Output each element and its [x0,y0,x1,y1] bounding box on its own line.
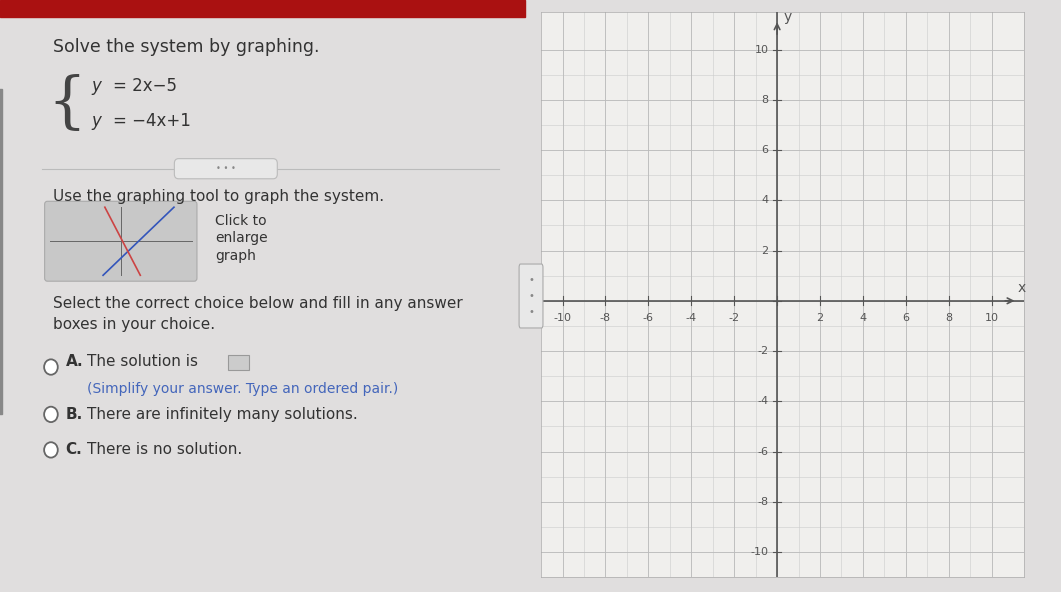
Text: 4: 4 [859,313,867,323]
Text: -2: -2 [729,313,740,323]
Text: = 2x−5: = 2x−5 [112,77,177,95]
Text: -4: -4 [758,396,768,406]
Text: -6: -6 [758,446,768,456]
Text: C.: C. [66,442,83,458]
Text: y: y [784,10,792,24]
Text: 4: 4 [762,195,768,205]
Text: The solution is: The solution is [87,353,197,369]
Text: Select the correct choice below and fill in any answer: Select the correct choice below and fill… [53,296,463,311]
Text: • • •: • • • [215,164,236,173]
Text: y: y [92,77,102,95]
Text: Solve the system by graphing.: Solve the system by graphing. [53,38,319,56]
Text: boxes in your choice.: boxes in your choice. [53,317,214,332]
Circle shape [45,442,57,458]
Text: B.: B. [66,407,83,422]
Text: 8: 8 [762,95,768,105]
Text: 2: 2 [762,246,768,256]
Text: {: { [48,73,86,134]
Text: (Simplify your answer. Type an ordered pair.): (Simplify your answer. Type an ordered p… [87,382,398,396]
FancyBboxPatch shape [45,201,197,281]
Bar [0,0,525,17]
Text: graph: graph [215,249,256,263]
Text: 6: 6 [902,313,909,323]
Text: -4: -4 [685,313,697,323]
Text: -8: -8 [758,497,768,507]
Text: •: • [528,275,534,285]
Text: 10: 10 [754,44,768,54]
Bar [228,355,249,370]
Text: Use the graphing tool to graph the system.: Use the graphing tool to graph the syste… [53,189,384,204]
Text: enlarge: enlarge [215,231,268,245]
Circle shape [45,359,57,375]
Text: 10: 10 [985,313,998,323]
Text: There is no solution.: There is no solution. [87,442,242,458]
Text: Click to: Click to [215,214,267,227]
Text: •: • [528,291,534,301]
Text: -10: -10 [554,313,572,323]
FancyBboxPatch shape [519,264,543,328]
FancyBboxPatch shape [174,159,277,179]
Text: = −4x+1: = −4x+1 [112,112,191,130]
Circle shape [45,407,57,422]
Bar [0,89,1,414]
Text: 2: 2 [817,313,823,323]
Text: A.: A. [66,353,83,369]
Text: There are infinitely many solutions.: There are infinitely many solutions. [87,407,358,422]
Text: x: x [1017,281,1026,295]
Text: -10: -10 [750,547,768,557]
Text: y: y [92,112,102,130]
Text: •: • [528,307,534,317]
Text: 8: 8 [945,313,953,323]
Text: -6: -6 [643,313,654,323]
Text: -2: -2 [758,346,768,356]
Text: 6: 6 [762,145,768,155]
Text: -8: -8 [599,313,611,323]
